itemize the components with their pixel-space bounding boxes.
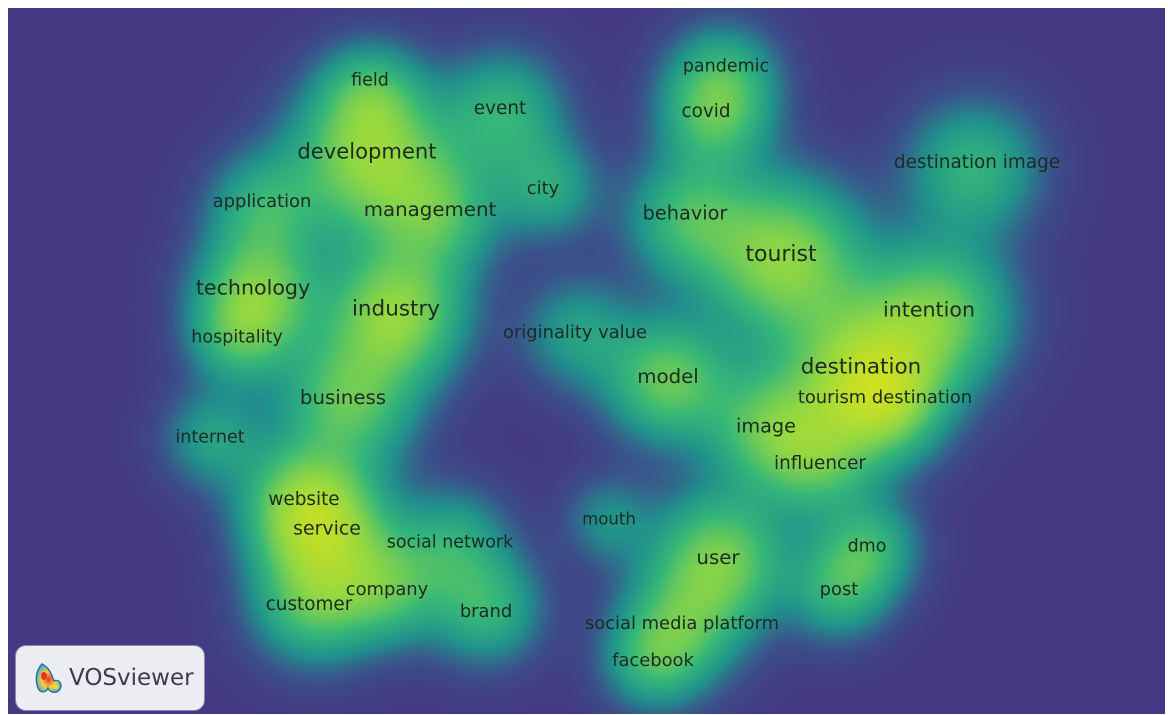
density-heatmap — [8, 8, 1165, 714]
term-label[interactable]: development — [297, 138, 437, 164]
term-label[interactable]: model — [637, 365, 699, 389]
term-label[interactable]: management — [363, 198, 497, 222]
term-label[interactable]: facebook — [612, 650, 694, 672]
vosviewer-logo: VOSviewer — [16, 646, 204, 710]
term-label[interactable]: social media platform — [584, 613, 780, 635]
vosviewer-logo-icon — [35, 663, 62, 693]
term-label[interactable]: image — [735, 414, 797, 438]
term-label[interactable]: covid — [681, 100, 731, 122]
term-label[interactable]: behavior — [642, 201, 728, 225]
term-label[interactable]: originality value — [503, 322, 647, 344]
term-label[interactable]: brand — [459, 601, 513, 623]
term-label[interactable]: tourist — [745, 242, 817, 267]
term-label[interactable]: destination — [800, 354, 922, 380]
term-label[interactable]: influencer — [774, 452, 866, 474]
density-map[interactable]: field event pandemic covid development destin… — [8, 8, 1165, 714]
term-label[interactable]: mouth — [582, 509, 636, 529]
term-label[interactable]: pandemic — [682, 56, 770, 77]
term-label[interactable]: internet — [175, 427, 245, 448]
term-label[interactable]: service — [293, 517, 361, 540]
term-label[interactable]: city — [526, 178, 560, 200]
term-label[interactable]: technology — [195, 275, 311, 300]
term-label[interactable]: user — [696, 546, 740, 570]
term-label[interactable]: destination image — [893, 151, 1061, 173]
term-label[interactable]: dmo — [847, 536, 887, 557]
term-label[interactable]: website — [268, 488, 340, 510]
term-label[interactable]: social network — [386, 532, 514, 553]
term-label[interactable]: hospitality — [191, 327, 283, 348]
logo-text: VOSviewer — [69, 665, 194, 691]
term-label[interactable]: tourism destination — [797, 387, 973, 409]
term-label[interactable]: event — [473, 97, 527, 119]
term-label[interactable]: intention — [882, 297, 976, 322]
term-label[interactable]: business — [299, 386, 387, 410]
term-label[interactable]: post — [819, 579, 859, 601]
term-label[interactable]: customer — [265, 593, 353, 615]
term-label[interactable]: field — [351, 70, 389, 91]
term-label[interactable]: industry — [351, 296, 441, 322]
term-label[interactable]: application — [212, 191, 312, 213]
term-label[interactable]: company — [345, 579, 429, 601]
